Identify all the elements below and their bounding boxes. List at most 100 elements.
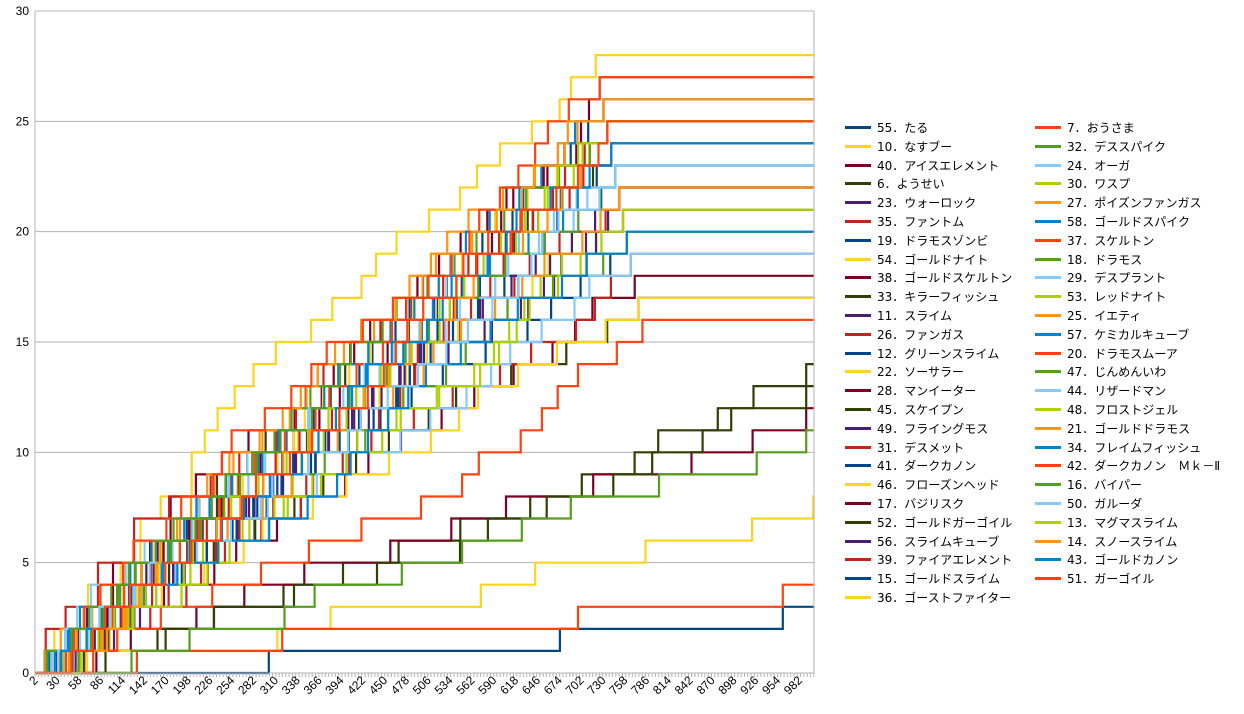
legend-column-right: 7．おうさま 32．デススパイク 24．オーガ 30．ワスプ 27．ポイズンファンガス 5…: [1035, 119, 1220, 589]
legend-item: 49．フライングモス: [845, 420, 1012, 439]
legend-label: 18．ドラモス: [1067, 252, 1143, 267]
legend-swatch: [845, 426, 871, 430]
legend-item: 55．たる: [845, 119, 1012, 138]
legend-item: 45．スケイプン: [845, 401, 1012, 420]
legend-item: 47．じんめんいわ: [1035, 363, 1220, 382]
series-line: [35, 605, 814, 675]
legend-label: 46．フローズンヘッド: [877, 478, 1000, 493]
legend-swatch: [845, 313, 871, 317]
legend-item: 58．ゴールドスパイク: [1035, 213, 1220, 232]
x-tick-label: 590: [475, 673, 499, 697]
legend-swatch: [845, 126, 871, 129]
legend-item: 37．スケルトン: [1035, 232, 1220, 251]
legend-swatch: [1035, 501, 1061, 505]
legend-item: 20．ドラモスムーア: [1035, 345, 1220, 364]
legend-swatch: [1035, 182, 1061, 186]
x-tick-label: 30: [43, 673, 63, 693]
legend-item: 26．ファンガス: [845, 326, 1012, 345]
legend-swatch: [845, 464, 871, 468]
legend-label: 36．ゴーストファイター: [877, 591, 1012, 606]
legend-item: 21．ゴールドドラモス: [1035, 420, 1220, 439]
legend-swatch: [845, 595, 871, 599]
legend-item: 54．ゴールドナイト: [845, 251, 1012, 270]
legend-item: 44．リザードマン: [1035, 382, 1220, 401]
legend-label: 37．スケルトン: [1067, 233, 1155, 248]
legend-item: 36．ゴーストファイター: [845, 589, 1012, 608]
legend-label: 21．ゴールドドラモス: [1067, 421, 1191, 436]
legend-swatch: [1035, 332, 1061, 336]
legend-item: 22．ソーサラー: [845, 363, 1012, 382]
legend-item: 35．ファントム: [845, 213, 1012, 232]
legend-label: 33．キラーフィッシュ: [877, 290, 1000, 305]
legend-swatch: [1035, 257, 1061, 261]
legend-label: 54．ゴールドナイト: [877, 252, 989, 267]
y-tick-label: 10: [16, 445, 30, 459]
legend-swatch: [845, 445, 871, 449]
x-tick-label: 982: [781, 673, 805, 697]
legend-label: 28．マンイーター: [877, 384, 977, 399]
legend-label: 44．リザードマン: [1067, 384, 1167, 399]
legend-item: 16．バイパー: [1035, 476, 1220, 495]
series-line: [35, 120, 814, 675]
legend-label: 15．ゴールドスライム: [877, 572, 1001, 587]
legend-item: 40．アイスエレメント: [845, 157, 1012, 176]
legend-swatch: [845, 407, 871, 411]
legend-label: 43．ゴールドカノン: [1067, 553, 1179, 568]
legend-item: 28．マンイーター: [845, 382, 1012, 401]
legend-item: 17．バジリスク: [845, 495, 1012, 514]
legend-swatch: [1035, 370, 1061, 374]
legend-swatch: [845, 351, 871, 355]
legend-swatch: [1035, 539, 1061, 543]
legend-label: 34．フレイムフィッシュ: [1067, 440, 1202, 455]
legend-item: 50．ガルーダ: [1035, 495, 1220, 514]
y-tick-label: 0: [22, 666, 29, 680]
legend-swatch: [845, 238, 871, 242]
legend-item: 48．フロストジェル: [1035, 401, 1220, 420]
legend-swatch: [845, 539, 871, 543]
legend-label: 45．スケイプン: [877, 403, 965, 418]
legend-column-left: 55．たる 10．なすブー 40．アイスエレメント 6．ようせい 23．ウォーロック 35…: [845, 119, 1012, 608]
x-tick-label: 534: [432, 673, 456, 697]
legend-label: 29．デスプラント: [1067, 271, 1167, 286]
legend-item: 23．ウォーロック: [845, 194, 1012, 213]
legend-swatch: [1035, 219, 1061, 223]
legend-swatch: [1035, 295, 1061, 299]
legend-label: 48．フロストジェル: [1067, 403, 1179, 418]
legend-swatch: [1035, 426, 1061, 430]
legend-label: 56．スライムキューブ: [877, 534, 1000, 549]
x-tick-label: 226: [192, 673, 216, 697]
legend-swatch: [845, 520, 871, 524]
legend-swatch: [1035, 144, 1061, 148]
legend-swatch: [845, 501, 871, 505]
legend-swatch: [1035, 351, 1061, 355]
x-tick-label: 450: [366, 673, 390, 697]
legend-item: 33．キラーフィッシュ: [845, 288, 1012, 307]
y-axis-ticks: 0 5 10 15 20 25 30: [16, 4, 30, 680]
legend-label: 19．ドラモスゾンビ: [877, 233, 989, 248]
series-line: [35, 318, 814, 675]
legend-swatch: [845, 558, 871, 562]
legend-swatch: [1035, 520, 1061, 524]
legend-label: 11．スライム: [877, 309, 953, 324]
legend-swatch: [845, 201, 871, 205]
legend-item: 53．レッドナイト: [1035, 288, 1220, 307]
legend-item: 41．ダークカノン: [845, 457, 1012, 476]
legend-swatch: [1035, 407, 1061, 411]
legend-label: 24．オーガ: [1067, 158, 1131, 173]
x-tick-label: 954: [759, 673, 783, 697]
x-tick-label: 2: [26, 673, 41, 688]
legend-label: 14．スノースライム: [1067, 534, 1178, 549]
y-tick-label: 5: [22, 556, 29, 570]
legend-swatch: [845, 257, 871, 261]
legend-label: 25．イエティ: [1067, 309, 1142, 324]
x-tick-label: 394: [323, 673, 347, 697]
legend-item: 25．イエティ: [1035, 307, 1220, 326]
legend-swatch: [1035, 464, 1061, 468]
legend-item: 52．ゴールドガーゴイル: [845, 514, 1012, 533]
legend-label: 26．ファンガス: [877, 327, 965, 342]
legend-item: 10．なすブー: [845, 138, 1012, 157]
x-tick-label: 142: [126, 673, 150, 697]
legend-item: 56．スライムキューブ: [845, 533, 1012, 552]
legend-label: 55．たる: [877, 121, 929, 136]
legend-label: 22．ソーサラー: [877, 365, 965, 380]
